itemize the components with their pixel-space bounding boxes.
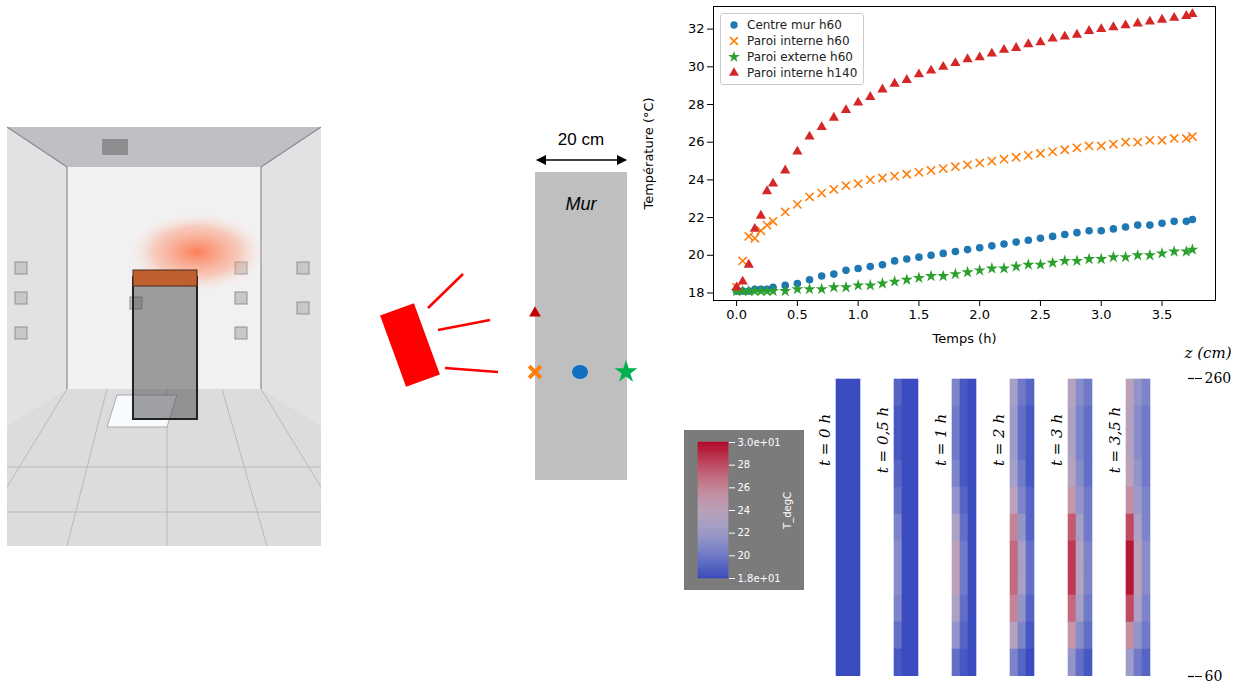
svg-text:28: 28 [738, 459, 751, 470]
svg-text:1.0: 1.0 [848, 307, 869, 322]
svg-text:2.0: 2.0 [969, 307, 990, 322]
svg-text:60: 60 [1205, 668, 1223, 684]
svg-text:24: 24 [688, 172, 705, 187]
svg-text:20: 20 [688, 247, 705, 262]
svg-text:260: 260 [1205, 370, 1232, 386]
svg-text:Temps (h): Temps (h) [932, 331, 997, 346]
svg-text:t = 3 h: t = 3 h [1048, 414, 1066, 466]
svg-text:3.0: 3.0 [1091, 307, 1112, 322]
svg-text:t = 1 h: t = 1 h [932, 414, 950, 466]
svg-text:20: 20 [738, 550, 751, 561]
svg-text:1.5: 1.5 [909, 307, 930, 322]
html-text:Paroi interne h60: Paroi interne h60 [747, 34, 850, 48]
svg-text:20 cm: 20 cm [558, 130, 604, 149]
svg-text:22: 22 [738, 527, 751, 538]
svg-text:t = 3,5 h: t = 3,5 h [1106, 407, 1124, 473]
svg-text:26: 26 [738, 482, 751, 493]
svg-text:Mur: Mur [566, 194, 598, 214]
svg-text:Température (°C): Température (°C) [641, 97, 656, 210]
svg-text:1.8e+01: 1.8e+01 [738, 573, 781, 584]
svg-text:t = 2 h: t = 2 h [990, 414, 1008, 466]
svg-text:18: 18 [688, 285, 705, 300]
svg-text:0.5: 0.5 [787, 307, 808, 322]
svg-text:3.0e+01: 3.0e+01 [738, 437, 781, 448]
svg-text:30: 30 [688, 59, 705, 74]
svg-text:t = 0,5 h: t = 0,5 h [874, 407, 892, 473]
html-text:Centre mur h60: Centre mur h60 [747, 18, 842, 32]
html-text:Paroi externe h60: Paroi externe h60 [747, 50, 853, 64]
svg-text:0.0: 0.0 [726, 307, 747, 322]
html-text:Paroi interne h140: Paroi interne h140 [747, 66, 858, 80]
svg-text:3.5: 3.5 [1152, 307, 1173, 322]
svg-text:32: 32 [688, 21, 705, 36]
svg-text:28: 28 [688, 97, 705, 112]
svg-text:24: 24 [738, 505, 751, 516]
svg-text:2.5: 2.5 [1030, 307, 1051, 322]
svg-text:26: 26 [688, 134, 705, 149]
svg-text:z (cm): z (cm) [1184, 344, 1232, 362]
svg-text:t = 0 h: t = 0 h [816, 414, 834, 466]
svg-text:22: 22 [688, 210, 705, 225]
svg-text:T_degC: T_degC [782, 492, 794, 530]
